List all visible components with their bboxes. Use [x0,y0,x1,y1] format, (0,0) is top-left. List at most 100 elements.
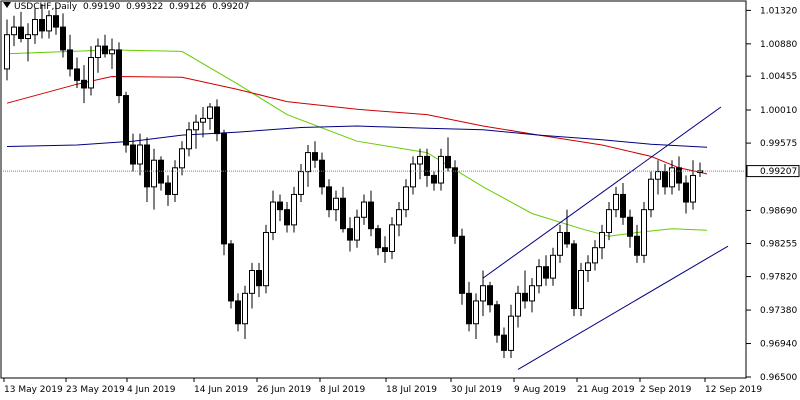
candle-body [95,45,101,59]
candle-body [389,224,395,252]
candle [508,304,514,358]
candle-body [662,171,668,188]
candle [459,228,465,305]
candle-body [424,155,430,176]
candle-body [375,228,381,249]
ohlc-open: 0.99190 [82,2,121,12]
candle [116,42,122,104]
candle-body [53,15,59,28]
channel-line-0[interactable] [482,106,722,279]
candle-body [578,270,584,310]
svg-text:0.99207: 0.99207 [760,167,797,177]
candle [375,224,381,256]
price-label: 0.97380 [760,306,797,316]
candle-body [452,167,458,237]
candle [144,137,150,203]
candle [578,262,584,317]
candle-body [473,300,479,325]
candle-body [158,159,164,184]
candle [627,209,633,248]
candle-body [200,117,206,123]
candle-body [501,334,507,351]
candle-body [263,231,269,287]
candle-body [585,262,591,272]
current-price-marker: 0.99207 [746,165,800,178]
candle-body [144,144,150,188]
candle [95,38,101,73]
candle [641,202,647,263]
candle-body [319,159,325,188]
candle [123,91,129,153]
price-label: 0.98255 [760,240,797,250]
candle [683,175,689,214]
candle [214,99,220,142]
candle-body [508,315,514,351]
candle-body [242,292,248,325]
candle-body [396,209,402,226]
candle [529,278,535,313]
channel-line-1[interactable] [517,245,729,370]
plot-area[interactable] [0,0,747,379]
candle-body [235,300,241,325]
candle-body [438,155,444,184]
candle [417,148,423,180]
candle [249,262,255,309]
candle [179,141,185,176]
candle-body [347,228,353,241]
candle [599,224,605,260]
candle [256,262,262,298]
candle-body [11,26,17,36]
candle [312,141,318,168]
symbol-label: USDCHF,Daily [14,2,78,12]
candle-body [60,26,66,51]
candle-body [368,201,374,230]
candle [480,270,486,317]
candle [172,160,178,203]
time-label: 23 May 2019 [66,385,125,395]
candle [67,34,73,77]
candle [613,186,619,218]
candle [200,106,206,138]
candle [291,186,297,233]
candle-body [410,163,416,188]
candle-body [571,243,577,310]
candle-body [277,201,283,211]
candle [228,240,234,309]
candle-body [459,235,465,294]
candle [452,160,458,244]
trend-channel[interactable] [482,106,729,370]
price-label: 0.96500 [760,373,797,383]
candle [571,240,577,317]
candle-body [193,121,199,131]
candle-body [207,106,213,119]
candle [368,190,374,237]
candle-body [270,201,276,233]
candle [319,152,325,195]
candle-body [109,49,115,55]
candle [396,202,402,237]
chevron-down-icon[interactable] [3,2,11,8]
candle-body [130,144,136,165]
candle-body [214,106,220,135]
candle [445,137,451,172]
candle-body [333,197,339,211]
candle [4,19,10,81]
price-axis: 1.01320 1.00880 1.00455 1.00010 0.99575 0.986… [746,6,797,383]
candle-body [494,304,500,336]
candle [347,217,353,252]
candle-body [102,45,108,55]
candle-body [284,209,290,226]
time-label: 8 Jul 2019 [320,385,365,395]
candle [263,224,269,294]
price-label: 1.01320 [760,6,797,16]
candle-body [550,254,556,279]
candle-body [403,186,409,211]
candle [550,247,556,286]
candle-body [564,231,570,245]
candle [242,285,248,339]
candle [88,46,94,96]
time-label: 4 Jun 2019 [127,385,176,395]
candle [270,190,276,241]
